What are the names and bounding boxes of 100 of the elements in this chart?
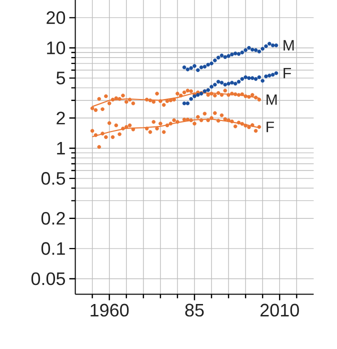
point [144,126,149,130]
point [128,123,132,128]
point [100,132,104,136]
point [90,106,94,110]
point [257,75,262,80]
point [264,44,268,48]
point [233,124,238,128]
point [155,126,159,130]
point [100,107,104,112]
point [210,116,214,120]
point [114,123,118,128]
y-tick-label: 20 [46,11,66,24]
x-tick-label: 85 [185,304,204,317]
point [223,88,228,93]
point [236,92,241,97]
point [110,98,115,102]
point [244,94,248,98]
y-tick-label: 0.05 [31,272,66,286]
point [233,92,238,96]
point [250,48,254,52]
point [182,101,186,106]
point [189,97,193,101]
point [152,120,156,124]
point [236,80,241,84]
series-label: F [284,68,291,78]
point [186,88,190,93]
y-tick-label: 5 [56,72,66,84]
point [213,58,217,62]
point [186,118,190,122]
point [158,99,162,103]
point [257,98,262,102]
point [90,128,94,133]
point [94,108,98,112]
point [240,77,244,81]
point [247,94,251,99]
point [148,98,152,102]
point [199,65,204,70]
point [230,52,234,56]
point [250,92,254,97]
point [220,113,224,118]
point [206,118,210,122]
point [254,77,258,81]
point [260,78,264,83]
point [124,100,128,104]
point [131,128,136,132]
point [233,82,238,86]
point [216,56,220,60]
point [213,82,217,87]
y-tick-label: 10 [47,42,66,54]
point [240,122,244,126]
point [189,118,193,122]
point [192,122,196,126]
point [196,92,200,97]
point [186,68,190,72]
point [128,98,132,102]
point [124,125,128,129]
point [206,62,210,67]
point [148,130,152,134]
point [230,80,234,85]
point [247,76,251,80]
point [189,66,193,70]
point [110,135,115,140]
point [165,99,170,103]
point [176,92,180,96]
point [230,92,234,96]
point [247,46,251,50]
point [118,97,122,101]
y-tick-label: 0.2 [41,212,65,225]
point [118,132,122,136]
point [192,64,196,68]
point [257,125,262,129]
point [226,92,230,97]
x-tick-label: 1960 [90,304,129,317]
point [230,120,234,124]
point [176,120,180,124]
point [165,123,170,128]
point [240,92,244,96]
point [162,103,166,107]
point [226,118,230,122]
point [182,65,186,70]
point [206,88,210,92]
point [257,50,262,54]
point [172,98,176,102]
point [186,101,190,106]
point [107,101,112,106]
point [260,46,264,51]
point [220,80,224,85]
point [216,118,220,123]
point [216,80,220,84]
point [213,111,217,115]
point [97,145,102,149]
point [247,125,251,130]
point [268,74,272,78]
point [210,84,214,89]
point [202,112,207,116]
point [104,94,108,98]
point [182,118,186,122]
x-tick-label: 2010 [260,304,299,317]
point [244,48,248,52]
y-tick-label: 0.5 [41,172,66,185]
